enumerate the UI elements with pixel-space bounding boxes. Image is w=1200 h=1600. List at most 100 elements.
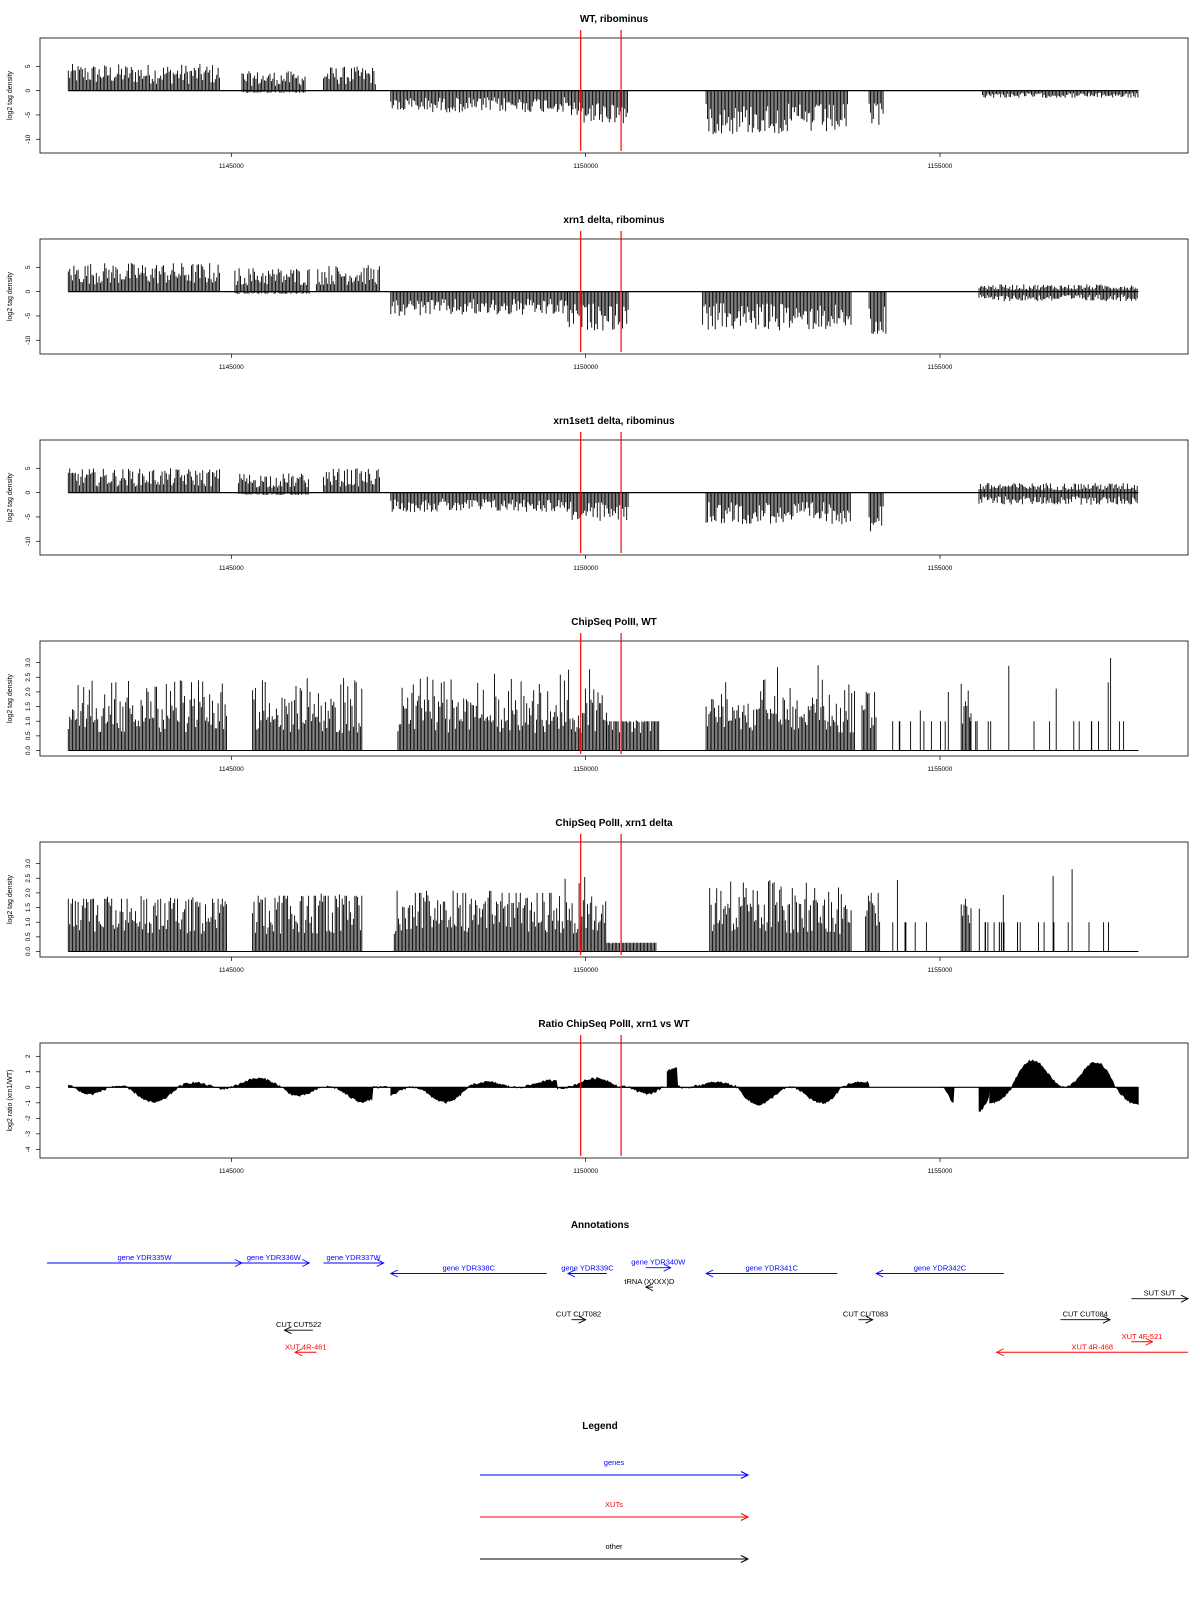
x-tick-label: 1150000 — [573, 766, 598, 773]
feature-label: CUT CUT522 — [276, 1320, 321, 1329]
plot-frame — [39, 439, 1189, 556]
y-axis-label: log2 tag density — [7, 673, 14, 723]
y-tick-label: -5 — [25, 514, 32, 520]
x-tick-label: 1150000 — [573, 163, 598, 170]
signal-lines — [567, 291, 629, 331]
y-tick-label: 0.0 — [25, 746, 32, 755]
signal-segment — [666, 1067, 679, 1088]
signal-lines — [571, 90, 628, 124]
x-tick-label: 1145000 — [219, 766, 244, 773]
y-tick-label: -2 — [25, 1115, 32, 1121]
signal-segment — [982, 90, 1139, 98]
signal-lines — [252, 893, 363, 952]
legend-arrow-head — [740, 1513, 750, 1521]
panel-title: ChipSeq PolII, WT — [571, 617, 657, 628]
legend-item-other: other — [480, 1542, 750, 1563]
y-tick-label: 1.0 — [25, 917, 32, 926]
signal-lines — [960, 898, 972, 952]
feature-label: gene YDR337W — [327, 1253, 382, 1262]
signal-segment — [978, 284, 1138, 302]
x-tick-label: 1155000 — [928, 163, 953, 170]
signal-lines — [982, 90, 1139, 98]
signal-lines — [868, 291, 887, 334]
signal-segment — [67, 1077, 374, 1103]
signal-lines — [234, 268, 310, 294]
x-tick-label: 1150000 — [573, 364, 598, 371]
panel-5: ChipSeq PolII, xrn1 delta 3.0 2.5 2.0 1.5 1.0… — [7, 818, 1189, 974]
signal-segment — [563, 669, 607, 751]
feature-label: CUT CUT084 — [1063, 1310, 1108, 1319]
y-tick-label: 0 — [25, 289, 32, 293]
feature-label: gene YDR335W — [117, 1253, 172, 1262]
y-tick-label: 2.0 — [25, 888, 32, 897]
y-tick-label: 1.0 — [25, 716, 32, 725]
y-axis-label: log2 ratio (xrn1/WT) — [7, 1070, 14, 1132]
y-tick-label: 0.5 — [25, 731, 32, 740]
annotation-feature: gene YDR337W — [323, 1253, 385, 1267]
feature-label: gene YDR341C — [745, 1264, 798, 1273]
ratio-area — [677, 1080, 870, 1106]
feature-label: gene YDR340W — [631, 1258, 686, 1267]
signal-segment — [705, 492, 851, 525]
annotation-feature: CUT CUT522 — [276, 1320, 321, 1335]
signal-segment — [393, 890, 560, 952]
signal-segment — [315, 265, 380, 292]
signal-segment — [252, 893, 363, 952]
signal-segment — [702, 291, 852, 331]
signal-segment — [705, 90, 848, 135]
y-tick-label: 2.0 — [25, 687, 32, 696]
spike-lines — [892, 658, 1125, 751]
signal-lines — [868, 492, 884, 532]
signal-segment — [939, 1086, 955, 1104]
panel-title: xrn1 delta, ribominus — [563, 215, 665, 226]
signal-lines — [705, 665, 855, 751]
signal-segment — [705, 665, 855, 751]
signal-lines — [861, 691, 877, 751]
feature-label: XUT 4R-461 — [285, 1342, 327, 1351]
signal-lines — [390, 90, 572, 113]
y-tick-label: 5 — [25, 265, 32, 269]
ratio-area — [666, 1067, 679, 1088]
signal-lines — [978, 483, 1138, 505]
signal-segment — [67, 64, 220, 91]
annotation-feature: XUT 4R-468 — [995, 1342, 1188, 1357]
ratio-area — [390, 1079, 558, 1104]
signal-segment — [960, 898, 972, 952]
legend-item-xuts: XUTs — [480, 1500, 750, 1521]
signal-lines — [709, 880, 852, 952]
legend-items: genes XUTs other — [480, 1458, 750, 1563]
signal-lines — [563, 669, 607, 751]
arrow-head — [302, 1259, 311, 1267]
y-axis-label: log2 tag density — [7, 472, 14, 522]
signal-lines — [67, 896, 227, 952]
y-tick-label: 0.0 — [25, 947, 32, 956]
signal-bars — [67, 1059, 1139, 1112]
x-tick-label: 1145000 — [219, 1168, 244, 1175]
panel-title: WT, ribominus — [580, 14, 649, 25]
panel-title: ChipSeq PolII, xrn1 delta — [555, 818, 673, 829]
signal-lines — [606, 942, 657, 952]
signal-segment — [620, 1085, 665, 1095]
signal-lines — [705, 492, 851, 525]
y-tick-label: -3 — [25, 1131, 32, 1137]
annotations-track: Annotations gene YDR335W gene YDR336W gene… — [47, 1220, 1190, 1357]
signal-segment — [567, 492, 629, 521]
signal-segment — [865, 892, 881, 952]
y-tick-label: 2.5 — [25, 873, 32, 882]
panel-title: Ratio ChipSeq PolII, xrn1 vs WT — [538, 1019, 689, 1030]
plot-frame — [39, 841, 1189, 958]
arrow-head — [578, 1315, 587, 1324]
signal-segment — [323, 66, 376, 91]
arrow-head — [389, 1269, 398, 1278]
signal-segment — [390, 291, 568, 316]
plot-frame — [39, 37, 1189, 154]
annotation-feature: gene YDR341C — [705, 1264, 838, 1278]
annotation-feature: XUT 4R-461 — [285, 1342, 327, 1357]
signal-lines — [67, 64, 220, 91]
signal-segment — [571, 90, 628, 124]
annotation-feature: CUT CUT084 — [1060, 1310, 1112, 1324]
ratio-area — [978, 1087, 990, 1112]
annotations-title: Annotations — [571, 1220, 630, 1231]
x-tick-label: 1155000 — [928, 364, 953, 371]
